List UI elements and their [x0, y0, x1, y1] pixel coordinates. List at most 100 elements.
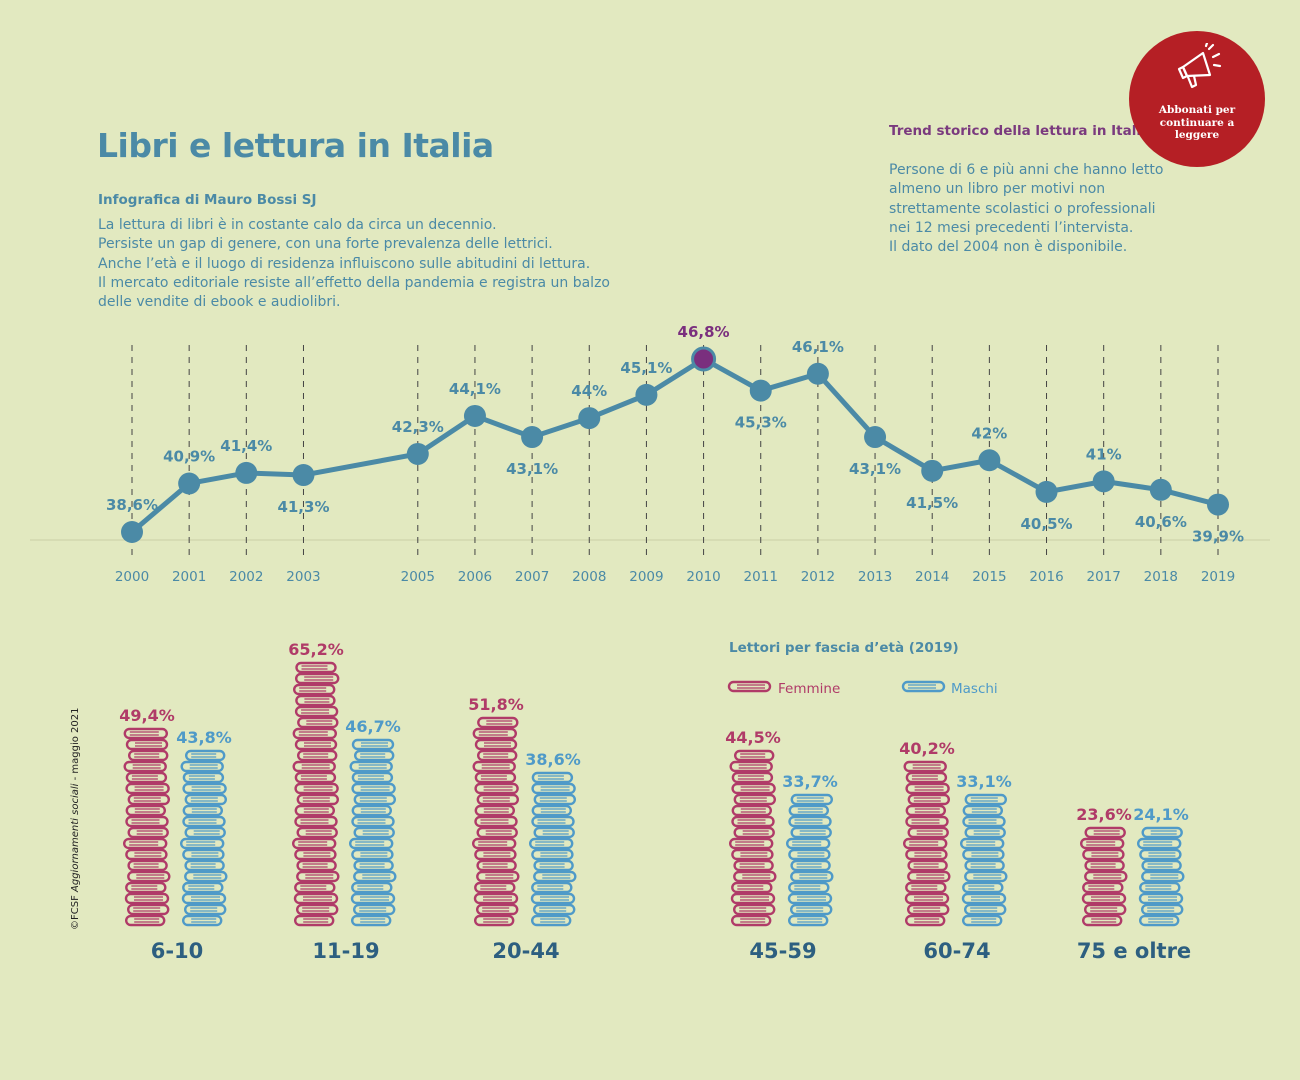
book-mark [184, 826, 226, 839]
book-mark [964, 903, 1007, 916]
book-mark [183, 903, 227, 916]
data-label: 42% [971, 424, 1007, 442]
bar-maschi [349, 738, 397, 927]
book-mark [788, 848, 831, 861]
book-mark [477, 749, 518, 762]
x-tick-label: 2010 [686, 569, 720, 585]
book-mark [472, 837, 517, 850]
book-mark [351, 815, 395, 828]
book-mark [351, 738, 395, 751]
book-mark [533, 870, 577, 883]
data-label: 41% [1086, 445, 1122, 463]
book-mark [125, 782, 170, 795]
book-mark [349, 760, 393, 773]
book-mark [184, 793, 228, 806]
book-mark [1141, 826, 1183, 839]
trend-description-line: almeno un libro per motivi non [889, 181, 1106, 198]
data-label: 45,3% [735, 414, 787, 432]
book-mark [729, 760, 773, 773]
book-mark [1083, 903, 1127, 916]
x-tick-label: 2000 [115, 569, 149, 585]
data-label: 45,1% [620, 359, 672, 377]
book-mark [474, 881, 516, 894]
book-mark [179, 837, 225, 850]
legend-femmine-icon [727, 680, 772, 693]
book-mark [294, 782, 339, 795]
data-label: 41,3% [277, 498, 329, 516]
x-tick-label: 2014 [915, 569, 949, 585]
age-bar-chart: 49,4%43,8% 6-10 65,2% 46,7% 11-19 51,8% 38,6% 2… [119, 640, 1191, 963]
trend-description-line: strettamente scolastici o professionali [889, 200, 1156, 217]
author-credit: Infografica di Mauro Bossi SJ [98, 192, 317, 208]
book-mark [1079, 837, 1125, 850]
book-mark [476, 903, 519, 916]
bar-value-label: 46,7% [345, 717, 401, 736]
trend-title: Trend storico della lettura in Italia [889, 123, 1151, 139]
subscribe-badge[interactable]: Abbonati per continuare a leggere [1129, 31, 1265, 167]
book-mark [294, 738, 338, 751]
book-mark [533, 903, 576, 916]
book-mark [293, 683, 336, 696]
book-mark [292, 837, 337, 850]
intro-text: La lettura di libri è in costante calo d… [98, 216, 658, 312]
book-mark [292, 727, 337, 740]
book-mark [353, 903, 396, 916]
book-mark [905, 848, 948, 861]
book-mark [472, 760, 516, 773]
bar-value-label: 40,2% [899, 739, 955, 758]
book-mark [351, 804, 392, 817]
data-label: 41,4% [220, 437, 272, 455]
bar-chart-title: Lettori per fascia d’età (2019) [729, 640, 959, 656]
x-tick-label: 2013 [858, 569, 892, 585]
book-mark [533, 859, 574, 872]
data-label: 41,5% [906, 494, 958, 512]
bar-maschi [786, 793, 834, 927]
book-mark [531, 881, 573, 894]
book-mark [533, 826, 575, 839]
book-mark [294, 804, 335, 817]
trend-description: Persone di 6 e più anni che hanno letto … [889, 161, 1163, 257]
book-mark [962, 881, 1004, 894]
book-mark [474, 815, 518, 828]
subscribe-badge-text: Abbonati per continuare a leggere [1158, 104, 1236, 141]
book-mark [127, 826, 169, 839]
bar-value-label: 65,2% [288, 640, 344, 659]
x-tick-label: 2001 [172, 569, 206, 585]
intro-line: delle vendite di ebook e audiolibri. [98, 294, 341, 311]
legend-maschi-book [901, 680, 946, 693]
book-mark [904, 892, 950, 905]
book-mark [905, 804, 946, 817]
book-mark [731, 804, 772, 817]
book-mark [294, 815, 338, 828]
book-mark [295, 694, 336, 707]
bar-value-label: 51,8% [468, 695, 524, 714]
book-mark [474, 848, 517, 861]
book-mark [473, 892, 519, 905]
book-mark [1081, 914, 1123, 927]
book-mark [907, 903, 950, 916]
book-mark [184, 859, 225, 872]
book-mark [530, 892, 576, 905]
book-mark [1082, 848, 1125, 861]
data-point [1035, 480, 1058, 503]
book-mark [474, 804, 515, 817]
book-mark [531, 804, 572, 817]
x-tick-label: 2002 [229, 569, 263, 585]
book-mark [1082, 881, 1124, 894]
data-label: 38,6% [106, 496, 158, 514]
data-point [864, 426, 887, 449]
book-mark [294, 771, 337, 784]
x-tick-label: 2017 [1087, 569, 1121, 585]
page-title: Libri e lettura in Italia [97, 126, 494, 165]
book-mark [1084, 826, 1126, 839]
data-point [406, 442, 429, 465]
book-mark [1141, 870, 1185, 883]
book-mark [124, 892, 170, 905]
book-mark [790, 826, 832, 839]
book-mark [182, 815, 226, 828]
book-mark [1081, 892, 1127, 905]
book-mark [127, 749, 169, 762]
book-mark [960, 837, 1005, 850]
intro-line: Persiste un gap di genere, con una forte… [98, 236, 553, 253]
book-mark [297, 716, 339, 729]
